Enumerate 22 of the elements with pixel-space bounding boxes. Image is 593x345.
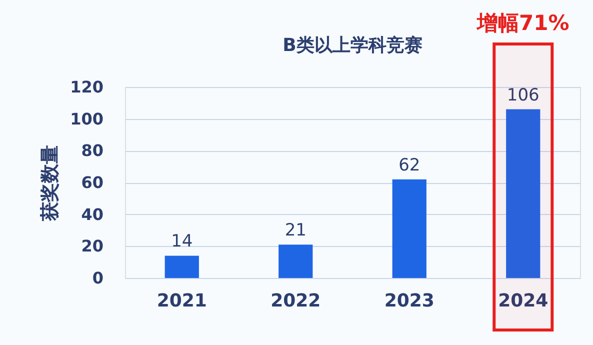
data-label: 62 [398,155,420,176]
data-label: 106 [506,85,540,106]
bar [278,244,313,278]
band-label: 增幅71% [476,11,570,35]
bar [164,256,199,278]
data-label: 21 [284,220,306,241]
x-tick-label: 2024 [498,290,548,312]
y-tick-label: 40 [81,204,104,224]
y-tick-label: 120 [70,78,104,96]
y-tick-label: 100 [70,109,104,128]
bar [392,179,426,278]
x-tick-label: 2021 [156,290,207,312]
y-tick-label: 0 [92,268,104,288]
bar [506,109,540,278]
y-tick-label: 60 [81,173,104,192]
data-label: 14 [171,232,193,252]
chart-title: B类以上学科竞赛 [282,35,422,56]
y-tick-label: 20 [81,236,104,256]
x-tick-label: 2023 [384,290,434,312]
y-axis-title: 获奖数量 [39,145,62,222]
y-tick-label: 80 [81,141,104,160]
x-tick-label: 2022 [270,290,321,312]
